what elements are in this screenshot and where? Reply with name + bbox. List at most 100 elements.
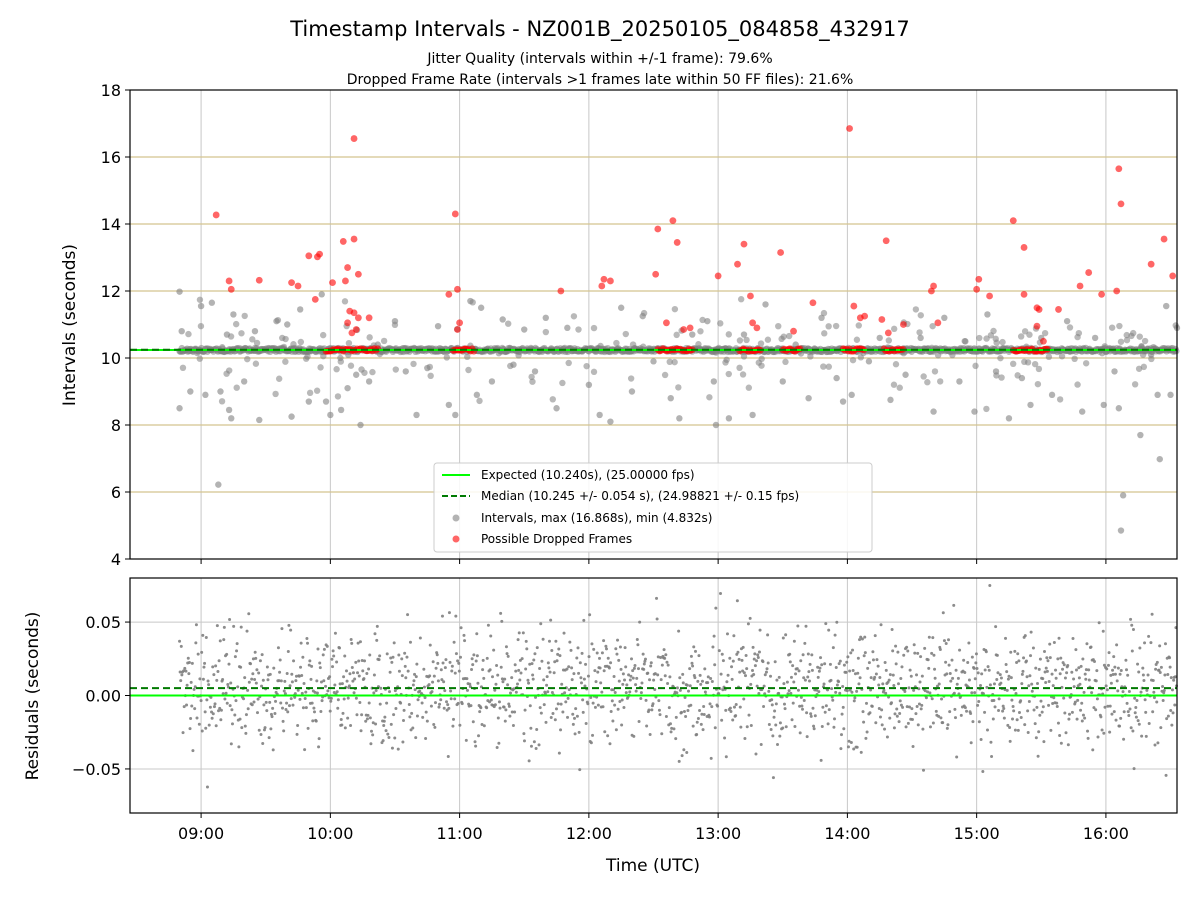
- residual-point: [1129, 726, 1133, 730]
- residual-point: [387, 736, 391, 740]
- residual-point: [586, 674, 590, 678]
- residual-point: [1132, 767, 1136, 771]
- residual-point: [517, 631, 521, 635]
- residual-point: [713, 726, 717, 730]
- residual-point: [528, 662, 532, 666]
- residual-point: [1112, 710, 1116, 714]
- residual-point: [592, 647, 596, 651]
- residual-point: [1008, 726, 1012, 730]
- residual-point: [1048, 642, 1052, 646]
- residual-point: [899, 703, 903, 707]
- residual-point: [612, 675, 616, 679]
- residual-point: [311, 719, 315, 723]
- residual-point: [963, 671, 967, 675]
- interval-point: [464, 353, 471, 361]
- residual-point: [856, 656, 860, 660]
- residual-point: [652, 678, 656, 682]
- residual-point: [915, 705, 919, 709]
- interval-point: [990, 327, 997, 335]
- residual-point: [642, 662, 646, 666]
- residual-point: [600, 651, 604, 655]
- residual-point: [618, 699, 622, 703]
- dropped-frame-point: [663, 319, 670, 327]
- residual-point: [596, 670, 600, 674]
- residual-point: [566, 696, 570, 700]
- interval-point: [723, 356, 730, 363]
- residual-point: [205, 698, 209, 702]
- interval-point: [427, 372, 434, 380]
- residual-point: [873, 634, 877, 638]
- residual-point: [1100, 728, 1104, 732]
- residual-point: [916, 651, 920, 655]
- residual-point: [1023, 634, 1027, 638]
- residual-point: [1052, 641, 1056, 645]
- residual-point: [660, 663, 664, 667]
- residual-point: [1131, 729, 1135, 733]
- residual-point: [809, 712, 813, 716]
- interval-point: [465, 366, 472, 374]
- residual-point: [696, 717, 700, 721]
- residual-point: [432, 674, 436, 678]
- residual-point: [558, 654, 562, 658]
- residual-point: [1072, 685, 1076, 689]
- residual-point: [374, 688, 378, 692]
- interval-point: [1048, 391, 1056, 399]
- residual-point: [542, 703, 546, 707]
- residual-point: [1090, 691, 1094, 695]
- residual-point: [572, 672, 576, 676]
- residual-point: [781, 636, 785, 640]
- residual-point: [1157, 668, 1161, 672]
- residual-point: [513, 710, 517, 714]
- residual-point: [1121, 690, 1125, 694]
- residual-point: [1102, 731, 1106, 735]
- residual-point: [971, 720, 975, 724]
- residual-point: [1015, 660, 1019, 664]
- residual-point: [430, 690, 434, 694]
- interval-point: [424, 364, 431, 372]
- residual-point: [883, 661, 887, 665]
- interval-point: [667, 395, 674, 402]
- residual-point: [600, 690, 604, 694]
- residual-point: [1051, 684, 1055, 688]
- residual-point: [501, 680, 505, 684]
- residual-point: [933, 676, 937, 680]
- residual-point: [330, 657, 334, 661]
- residual-point: [944, 660, 948, 664]
- interval-point: [749, 411, 756, 419]
- residual-point: [698, 708, 702, 712]
- residual-point: [219, 718, 223, 722]
- residual-point: [823, 710, 827, 714]
- residual-point: [1113, 665, 1117, 669]
- bottom-y-axis-label: Residuals (seconds): [23, 612, 43, 781]
- residual-point: [988, 683, 992, 687]
- interval-point: [230, 311, 237, 318]
- residual-point: [884, 691, 888, 695]
- dropped-frame-point: [934, 319, 942, 327]
- residual-point: [178, 639, 182, 643]
- residual-point: [631, 676, 635, 680]
- residual-point: [1135, 699, 1139, 703]
- residual-point: [534, 747, 538, 751]
- interval-point: [675, 384, 682, 391]
- residual-point: [183, 666, 187, 670]
- residual-point: [1040, 710, 1044, 714]
- interval-point: [473, 391, 481, 399]
- dropped-frame-point: [686, 324, 694, 332]
- residual-point: [340, 682, 344, 686]
- residual-point: [729, 710, 733, 714]
- residual-point: [384, 729, 388, 733]
- residual-point: [778, 721, 782, 725]
- residual-point: [234, 699, 238, 703]
- residual-point: [457, 661, 461, 665]
- residual-point: [251, 657, 255, 661]
- residual-point: [535, 728, 539, 732]
- residual-point: [636, 667, 640, 671]
- interval-point: [785, 332, 793, 340]
- residual-point: [454, 614, 458, 618]
- residual-point: [1082, 690, 1086, 694]
- residual-point: [180, 673, 184, 677]
- interval-point: [998, 374, 1005, 381]
- residual-point: [1038, 713, 1042, 717]
- interval-point: [629, 341, 637, 348]
- residual-point: [628, 690, 632, 694]
